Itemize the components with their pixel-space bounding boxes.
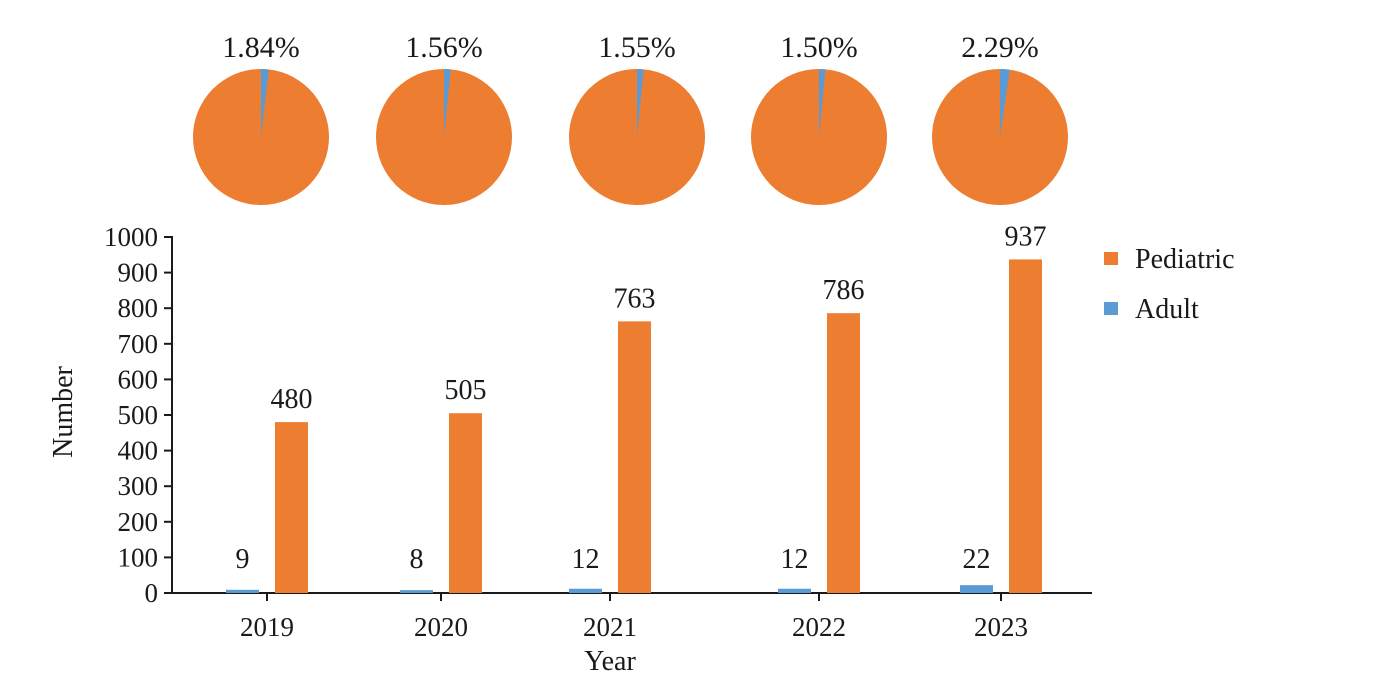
y-tick-label: 200 bbox=[118, 507, 159, 537]
pie-slice-adult bbox=[444, 69, 451, 137]
pie-slice-adult bbox=[637, 69, 644, 137]
legend-layer: Pediatric Adult bbox=[1104, 244, 1235, 325]
y-tick-label: 100 bbox=[118, 542, 159, 572]
bar-label-pediatric: 480 bbox=[271, 384, 313, 415]
y-tick-label: 0 bbox=[145, 578, 159, 608]
pie-percent-label: 1.55% bbox=[598, 31, 676, 64]
bar-label-adult: 8 bbox=[410, 544, 424, 575]
bar-label-adult: 12 bbox=[572, 544, 600, 575]
y-tick-label: 700 bbox=[118, 329, 159, 359]
y-tick-label: 800 bbox=[118, 293, 159, 323]
bar-pediatric bbox=[275, 422, 308, 593]
axes-layer: Number Year 0 100 200 300 400 500 600 700 800 900… bbox=[48, 222, 1092, 677]
bar-adult bbox=[569, 588, 602, 593]
bar-label-adult: 22 bbox=[963, 544, 991, 575]
x-tick-label: 2022 bbox=[792, 612, 846, 642]
x-tick-label: 2023 bbox=[974, 612, 1028, 642]
y-tick-label: 400 bbox=[118, 436, 159, 466]
bar-label-adult: 12 bbox=[781, 544, 809, 575]
pie-percent-label: 1.84% bbox=[222, 31, 300, 64]
x-tick-label: 2020 bbox=[414, 612, 468, 642]
bar-pediatric bbox=[618, 321, 651, 593]
x-tick-label: 2021 bbox=[583, 612, 637, 642]
bar-label-pediatric: 505 bbox=[445, 375, 487, 406]
y-tick-label: 300 bbox=[118, 471, 159, 501]
pie-percent-label: 1.56% bbox=[405, 31, 483, 64]
bar-pediatric bbox=[827, 313, 860, 593]
pie-percent-label: 2.29% bbox=[961, 31, 1039, 64]
bars-layer: 9 480 8 505 12 763 12 786 22 937 bbox=[226, 221, 1047, 593]
bar-label-adult: 9 bbox=[236, 544, 250, 575]
bar-label-pediatric: 937 bbox=[1005, 221, 1047, 252]
bar-pediatric bbox=[449, 413, 482, 593]
legend-label-pediatric: Pediatric bbox=[1135, 244, 1235, 275]
bar-adult bbox=[400, 590, 433, 593]
bar-pediatric bbox=[1009, 259, 1042, 593]
legend-swatch-pediatric bbox=[1104, 252, 1118, 265]
pie-slice-adult bbox=[819, 69, 826, 137]
legend-label-adult: Adult bbox=[1135, 294, 1199, 325]
legend-swatch-adult bbox=[1104, 302, 1118, 315]
x-tick-label: 2019 bbox=[240, 612, 294, 642]
pie-slice-adult bbox=[261, 69, 269, 137]
y-tick-label: 600 bbox=[118, 364, 159, 394]
y-tick-label: 1000 bbox=[104, 222, 158, 252]
pies-layer: 1.84% 1.56% 1.55% 1.50% 2.29% bbox=[193, 31, 1068, 205]
bar-adult bbox=[960, 585, 993, 593]
y-tick-label: 900 bbox=[118, 258, 159, 288]
bar-label-pediatric: 763 bbox=[614, 283, 656, 314]
bar-adult bbox=[226, 589, 259, 593]
y-tick-label: 500 bbox=[118, 400, 159, 430]
pie-percent-label: 1.50% bbox=[780, 31, 858, 64]
y-axis-title: Number bbox=[48, 365, 79, 457]
pie-slice-adult bbox=[1000, 69, 1010, 137]
bar-adult bbox=[778, 588, 811, 593]
bar-label-pediatric: 786 bbox=[823, 275, 865, 306]
x-axis-title: Year bbox=[584, 646, 636, 677]
